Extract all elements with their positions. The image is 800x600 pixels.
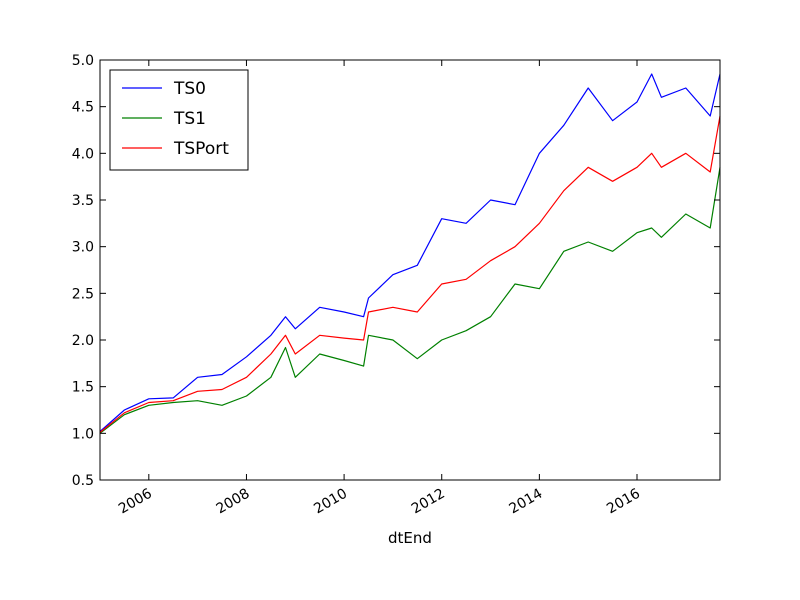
y-tick-label: 5.0	[72, 53, 94, 69]
plot-frame	[99, 59, 721, 481]
legend-label-ts1: TS1	[173, 109, 206, 129]
x-tick-label: 2010	[311, 486, 350, 518]
y-tick-label: 4.0	[72, 146, 94, 162]
series-line-tsport	[99, 115, 721, 433]
legend-label-ts0: TS0	[173, 79, 206, 99]
x-tick-label: 2008	[214, 486, 253, 518]
legend-box	[109, 69, 249, 171]
x-tick-label: 2012	[409, 486, 448, 518]
series-line-ts1	[99, 167, 721, 434]
y-tick-label: 1.5	[72, 380, 94, 396]
series-layer	[99, 73, 721, 434]
series-line-ts0	[99, 73, 721, 432]
y-tick-label: 0.5	[72, 473, 94, 489]
legend: TS0 TS1 TSPort	[109, 69, 249, 171]
x-tick-label: 2006	[116, 486, 155, 518]
y-tick-label: 2.5	[72, 286, 94, 302]
y-tick-label: 4.5	[72, 100, 94, 116]
y-tick-label: 3.5	[72, 193, 94, 209]
y-tick-label: 3.0	[72, 240, 94, 256]
x-axis-title: dtEnd	[388, 529, 432, 547]
y-tick-label: 2.0	[72, 333, 94, 349]
x-tick-label: 2016	[604, 486, 643, 518]
legend-label-tsport: TSPort	[173, 139, 229, 159]
y-tick-label: 1.0	[72, 426, 94, 442]
x-tick-label: 2014	[507, 486, 546, 518]
